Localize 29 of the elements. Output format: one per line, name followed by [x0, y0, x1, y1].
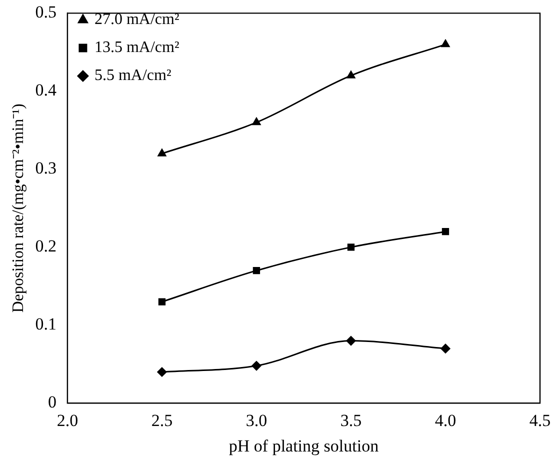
y-tick-label: 0.5 — [35, 2, 56, 22]
x-tick-label: 3.5 — [340, 410, 362, 430]
point — [441, 40, 450, 48]
point — [157, 367, 167, 377]
point — [442, 228, 450, 236]
y-tick-label: 0.1 — [35, 314, 56, 334]
x-tick-label: 2.5 — [151, 410, 173, 430]
legend-label: 5.5 mA/cm² — [94, 67, 172, 84]
point — [346, 70, 356, 78]
legend-label: 13.5 mA/cm² — [94, 39, 180, 56]
x-axis-title: pH of plating solution — [228, 436, 380, 456]
x-tick-label: 4.0 — [434, 410, 456, 430]
x-tick-label: 3.0 — [246, 410, 268, 430]
point — [252, 118, 261, 126]
legend-label: 27.0 mA/cm² — [94, 11, 180, 28]
y-tick-label: 0.2 — [35, 236, 56, 256]
point — [252, 267, 260, 274]
point — [347, 244, 355, 251]
y-axis-title: Deposition rate/(mg•cm⁻²•min⁻¹) — [10, 104, 27, 313]
x-tick-label: 4.5 — [529, 410, 551, 430]
point — [440, 344, 450, 354]
y-tick-label: 0.4 — [35, 80, 57, 100]
point — [158, 298, 166, 306]
point — [346, 336, 356, 346]
point — [252, 361, 262, 371]
y-tick-label: 0 — [48, 392, 56, 412]
x-tick-label: 2.0 — [56, 410, 78, 430]
y-tick-label: 0.3 — [35, 158, 56, 178]
point — [158, 148, 166, 156]
